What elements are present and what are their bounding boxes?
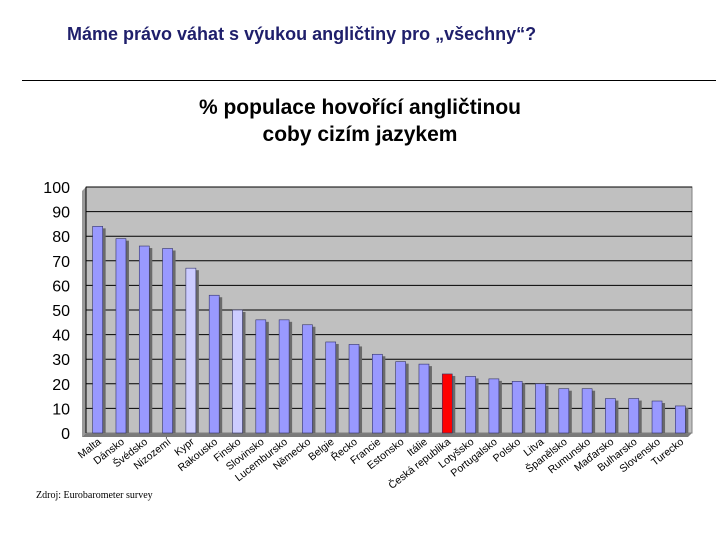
bar bbox=[488, 378, 500, 434]
bar bbox=[185, 267, 197, 434]
bar bbox=[558, 388, 570, 434]
bar bbox=[605, 398, 616, 434]
bar bbox=[115, 238, 127, 434]
title-divider bbox=[22, 80, 716, 81]
y-tick-label: 10 bbox=[52, 401, 70, 418]
y-tick-label: 80 bbox=[52, 229, 70, 246]
bar bbox=[372, 353, 383, 434]
chart-title-line-1: % populace hovořící angličtinou bbox=[198, 96, 522, 119]
bar bbox=[465, 376, 476, 434]
bar bbox=[255, 319, 267, 434]
y-tick-label: 20 bbox=[52, 377, 70, 394]
y-tick-label: 70 bbox=[52, 254, 70, 271]
y-tick-label: 100 bbox=[43, 180, 70, 197]
bar bbox=[302, 324, 313, 434]
plot-floor bbox=[82, 433, 692, 437]
slide-title: Máme právo váhat s výukou angličtiny pro… bbox=[67, 24, 537, 44]
y-tick-label: 0 bbox=[61, 426, 70, 443]
bar bbox=[628, 398, 640, 434]
y-tick-label: 30 bbox=[52, 352, 70, 369]
y-tick-label: 60 bbox=[52, 278, 70, 295]
bar bbox=[418, 363, 430, 434]
bar bbox=[278, 319, 290, 434]
bar bbox=[675, 405, 686, 434]
bar bbox=[651, 400, 663, 434]
y-tick-label: 50 bbox=[52, 303, 70, 320]
bar bbox=[511, 381, 523, 434]
chart-title-line-2: coby cizím jazykem bbox=[262, 123, 458, 146]
y-tick-label: 90 bbox=[52, 205, 70, 222]
bar bbox=[441, 373, 453, 434]
plot-side-wall bbox=[82, 187, 86, 437]
bar bbox=[395, 361, 406, 434]
bar bbox=[138, 245, 150, 434]
bar bbox=[325, 341, 337, 434]
bar bbox=[535, 383, 546, 434]
bar bbox=[92, 226, 103, 434]
bar bbox=[208, 294, 220, 434]
bar bbox=[581, 388, 593, 434]
chart-title: % populace hovořící angličtinou coby ciz… bbox=[150, 94, 570, 148]
y-tick-label: 40 bbox=[52, 328, 70, 345]
bar bbox=[162, 248, 173, 434]
source-note: Zdroj: Eurobarometer survey bbox=[36, 490, 153, 501]
bar bbox=[232, 309, 243, 434]
x-tick-label: Polsko bbox=[491, 436, 523, 465]
bar bbox=[348, 344, 360, 434]
